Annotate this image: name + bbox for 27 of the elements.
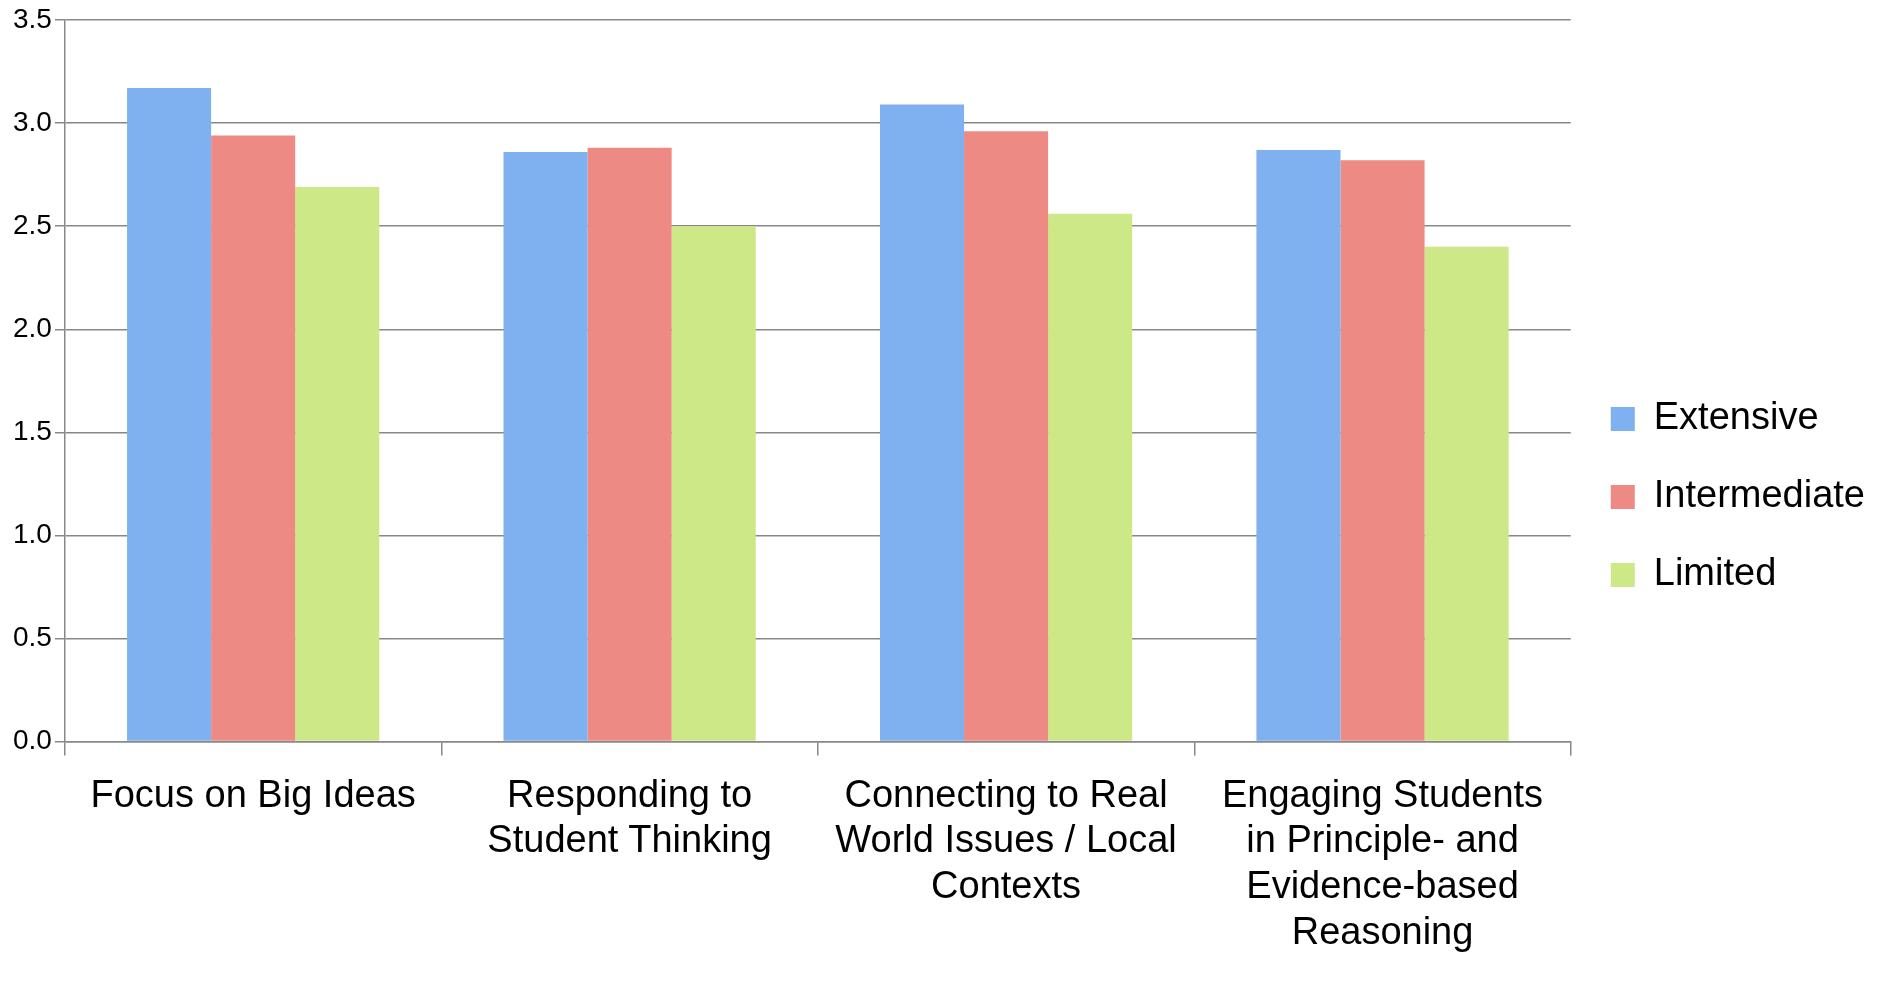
x-tick-label: Focus on Big Ideas [90, 772, 416, 815]
bar [1048, 213, 1133, 741]
x-tick-label: Responding to Student Thinking [487, 772, 772, 861]
y-tick-label: 0.5 [12, 621, 52, 653]
y-tick-label: 2.5 [12, 208, 52, 240]
x-tick-label: Connecting to Real World Issues / Local Contexts [835, 772, 1177, 907]
x-tick-label: Engaging Students in Principle- and Evidence-based Reasoning [1221, 772, 1544, 952]
bar [1340, 160, 1425, 741]
bar [503, 151, 588, 741]
legend-label: Limited [1653, 551, 1777, 594]
bar [295, 187, 380, 741]
y-tick-label: 1.5 [12, 415, 52, 447]
y-tick-label: 3.5 [12, 2, 52, 34]
bar [879, 104, 965, 741]
y-tick-label: 0.0 [12, 724, 52, 756]
legend-label: Extensive [1653, 395, 1819, 438]
y-tick-label: 2.0 [12, 311, 52, 343]
bar [964, 131, 1049, 741]
bar [587, 147, 672, 741]
bar [1424, 246, 1509, 741]
legend-label: Intermediate [1653, 473, 1866, 516]
bar [1256, 149, 1341, 741]
y-tick-label: 3.0 [12, 105, 52, 137]
bar [127, 88, 212, 741]
bar [671, 226, 756, 741]
y-tick-label: 1.0 [12, 518, 52, 550]
bar [211, 135, 296, 741]
